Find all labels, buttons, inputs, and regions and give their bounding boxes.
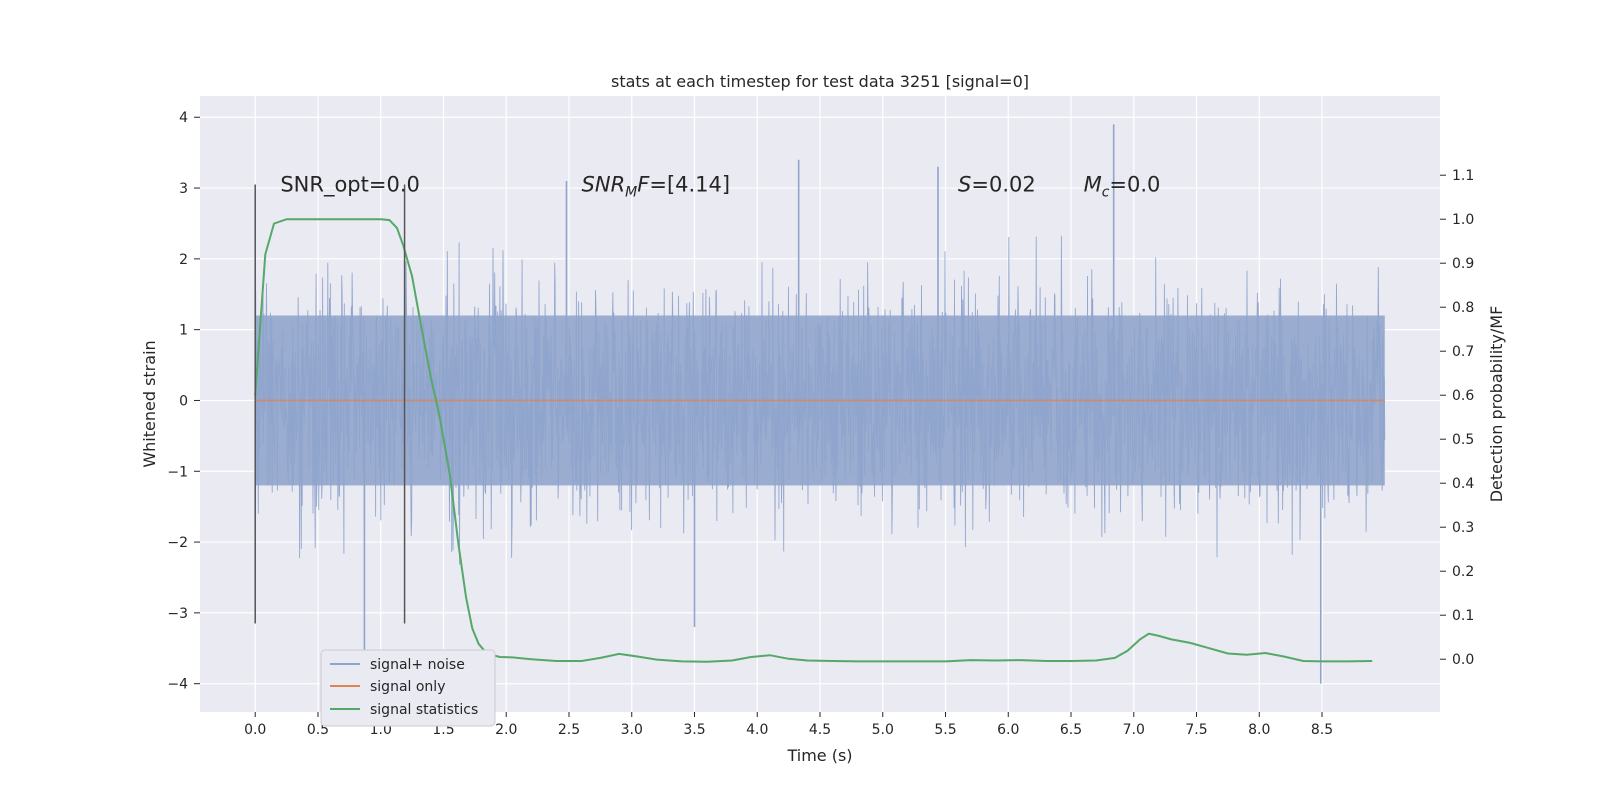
x-tick-label-16: 8.0 <box>1248 722 1270 738</box>
annotation-mc-value: Mc=0.0 <box>1084 173 1161 201</box>
y-tick-label-8: −4 <box>167 677 188 693</box>
y-tick-label-4: 0 <box>179 393 188 409</box>
y-tick-label-2: 2 <box>179 252 188 268</box>
y-tick-label-6: −2 <box>167 535 188 551</box>
y-tick-label-7: −3 <box>167 606 188 622</box>
y2-tick-label-2: 0.9 <box>1452 256 1474 272</box>
chart-title: stats at each timestep for test data 325… <box>611 72 1029 91</box>
x-tick-label-15: 7.5 <box>1185 722 1207 738</box>
x-tick-label-0: 0.0 <box>244 722 266 738</box>
x-tick-label-12: 6.0 <box>997 722 1019 738</box>
legend: signal+ noise signal only signal statist… <box>320 649 496 727</box>
y2-tick-label-8: 0.3 <box>1452 520 1474 536</box>
x-tick-label-7: 3.5 <box>683 722 705 738</box>
annotation-snr-opt: SNR_opt=0.0 <box>280 173 420 198</box>
y-tick-label-3: 1 <box>179 323 188 339</box>
x-tick-label-11: 5.5 <box>934 722 956 738</box>
y2-tick-label-9: 0.2 <box>1452 564 1474 580</box>
signal-noise-trace <box>254 235 1386 565</box>
x-tick-label-14: 7.0 <box>1123 722 1145 738</box>
tick-labels: 0.0 0.5 1.0 1.5 2.0 2.5 3.0 3.5 4.0 4.5 5.0 5.5 6.0 6… <box>167 110 1474 738</box>
x-tick-label-5: 2.5 <box>558 722 580 738</box>
y-axis-label: Whitened strain <box>140 340 159 467</box>
y2-axis-label: Detection probability/MF <box>1487 306 1506 503</box>
y-tick-label-1: 3 <box>179 181 188 197</box>
annotations: SNR_opt=0.0 SNRMF=[4.14] S=0.02 Mc=0.0 <box>280 173 1160 201</box>
y2-tick-label-7: 0.4 <box>1452 476 1474 492</box>
y-tick-label-5: −1 <box>167 464 188 480</box>
x-axis-label: Time (s) <box>786 746 852 765</box>
legend-label-signal-statistics: signal statistics <box>370 702 478 718</box>
annotation-s-value: S=0.02 <box>958 173 1036 197</box>
y2-tick-label-5: 0.6 <box>1452 388 1474 404</box>
x-tick-label-13: 6.5 <box>1060 722 1082 738</box>
x-tick-label-4: 2.0 <box>495 722 517 738</box>
y2-tick-label-11: 0.0 <box>1452 652 1474 668</box>
annotation-snr-mf: SNRMF=[4.14] <box>582 173 731 201</box>
y2-tick-label-3: 0.8 <box>1452 300 1474 316</box>
legend-label-signal-only: signal only <box>370 679 445 695</box>
signal-statistics-line <box>254 218 1373 663</box>
vertical-markers <box>254 184 406 624</box>
legend-box <box>320 649 496 727</box>
y2-tick-label-4: 0.7 <box>1452 344 1474 360</box>
y2-tick-label-1: 1.0 <box>1452 212 1474 228</box>
y2-tick-label-10: 0.1 <box>1452 608 1474 624</box>
x-tick-label-10: 5.0 <box>872 722 894 738</box>
y2-tick-label-0: 1.1 <box>1452 168 1474 184</box>
x-tick-label-9: 4.5 <box>809 722 831 738</box>
legend-label-signal-noise: signal+ noise <box>370 657 465 673</box>
x-tick-label-17: 8.5 <box>1311 722 1333 738</box>
y2-tick-label-6: 0.5 <box>1452 432 1474 448</box>
signal-lines <box>254 218 1385 663</box>
x-tick-label-6: 3.0 <box>621 722 643 738</box>
x-tick-label-8: 4.0 <box>746 722 768 738</box>
y-tick-label-0: 4 <box>179 110 188 126</box>
